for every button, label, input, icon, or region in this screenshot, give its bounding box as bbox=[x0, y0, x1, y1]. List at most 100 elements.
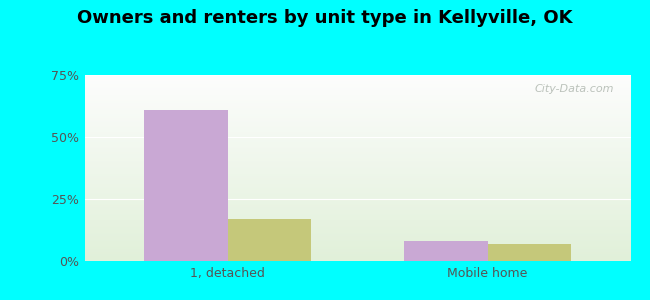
Bar bbox=[84, 102, 630, 103]
Bar bbox=[84, 213, 630, 214]
Bar bbox=[84, 181, 630, 182]
Bar bbox=[84, 104, 630, 105]
Bar bbox=[84, 123, 630, 124]
Bar bbox=[84, 188, 630, 189]
Bar bbox=[84, 224, 630, 225]
Bar bbox=[84, 140, 630, 141]
Bar bbox=[84, 233, 630, 234]
Bar bbox=[84, 164, 630, 165]
Bar bbox=[84, 226, 630, 227]
Bar bbox=[84, 157, 630, 158]
Bar bbox=[84, 101, 630, 102]
Bar bbox=[84, 257, 630, 258]
Bar bbox=[84, 172, 630, 174]
Bar bbox=[84, 103, 630, 104]
Bar bbox=[84, 120, 630, 121]
Bar bbox=[84, 90, 630, 91]
Bar bbox=[84, 178, 630, 179]
Bar bbox=[84, 158, 630, 159]
Bar bbox=[84, 95, 630, 96]
Bar bbox=[84, 134, 630, 135]
Bar bbox=[84, 243, 630, 244]
Bar bbox=[84, 223, 630, 224]
Bar bbox=[84, 242, 630, 243]
Bar bbox=[84, 84, 630, 85]
Bar bbox=[404, 241, 488, 261]
Bar bbox=[84, 82, 630, 83]
Bar bbox=[84, 216, 630, 217]
Bar bbox=[84, 141, 630, 142]
Bar bbox=[84, 189, 630, 190]
Bar bbox=[84, 106, 630, 108]
Bar bbox=[84, 93, 630, 94]
Bar bbox=[84, 148, 630, 149]
Bar bbox=[84, 168, 630, 169]
Bar bbox=[84, 110, 630, 111]
Bar bbox=[84, 184, 630, 185]
Bar bbox=[84, 165, 630, 166]
Bar bbox=[84, 183, 630, 184]
Bar bbox=[84, 145, 630, 146]
Bar bbox=[84, 146, 630, 147]
Bar bbox=[84, 96, 630, 97]
Bar bbox=[84, 190, 630, 191]
Bar bbox=[84, 151, 630, 152]
Bar bbox=[84, 116, 630, 117]
Bar bbox=[84, 253, 630, 254]
Bar bbox=[84, 219, 630, 220]
Bar bbox=[84, 124, 630, 125]
Bar bbox=[84, 99, 630, 100]
Bar bbox=[84, 244, 630, 245]
Bar bbox=[84, 136, 630, 137]
Bar bbox=[84, 199, 630, 200]
Bar bbox=[84, 203, 630, 204]
Bar bbox=[84, 137, 630, 138]
Bar bbox=[84, 170, 630, 171]
Bar bbox=[84, 132, 630, 133]
Bar bbox=[84, 231, 630, 232]
Bar bbox=[84, 77, 630, 78]
Bar bbox=[84, 107, 630, 109]
Bar bbox=[84, 105, 630, 106]
Bar bbox=[84, 172, 630, 173]
Bar bbox=[84, 100, 630, 101]
Bar bbox=[84, 238, 630, 239]
Bar bbox=[84, 127, 630, 128]
Bar bbox=[84, 208, 630, 209]
Bar bbox=[84, 258, 630, 259]
Bar bbox=[488, 244, 571, 261]
Bar bbox=[84, 128, 630, 129]
Bar bbox=[84, 180, 630, 181]
Bar bbox=[84, 220, 630, 221]
Bar bbox=[84, 236, 630, 237]
Bar bbox=[84, 218, 630, 219]
Bar bbox=[84, 206, 630, 207]
Bar bbox=[84, 112, 630, 113]
Bar bbox=[84, 161, 630, 162]
Bar bbox=[84, 155, 630, 156]
Bar bbox=[84, 97, 630, 98]
Bar bbox=[84, 207, 630, 208]
Bar bbox=[84, 225, 630, 226]
Bar bbox=[84, 119, 630, 120]
Bar bbox=[84, 156, 630, 157]
Bar bbox=[84, 160, 630, 161]
Bar bbox=[84, 235, 630, 236]
Bar bbox=[84, 185, 630, 186]
Bar bbox=[84, 249, 630, 250]
Bar bbox=[84, 252, 630, 253]
Bar bbox=[84, 217, 630, 218]
Bar bbox=[84, 154, 630, 155]
Bar bbox=[84, 114, 630, 115]
Bar bbox=[84, 232, 630, 233]
Bar bbox=[84, 169, 630, 170]
Bar bbox=[84, 78, 630, 79]
Bar bbox=[84, 135, 630, 136]
Bar bbox=[84, 109, 630, 110]
Bar bbox=[84, 230, 630, 231]
Bar bbox=[84, 237, 630, 238]
Bar bbox=[84, 215, 630, 216]
Bar bbox=[84, 209, 630, 210]
Bar bbox=[84, 152, 630, 153]
Bar bbox=[84, 79, 630, 80]
